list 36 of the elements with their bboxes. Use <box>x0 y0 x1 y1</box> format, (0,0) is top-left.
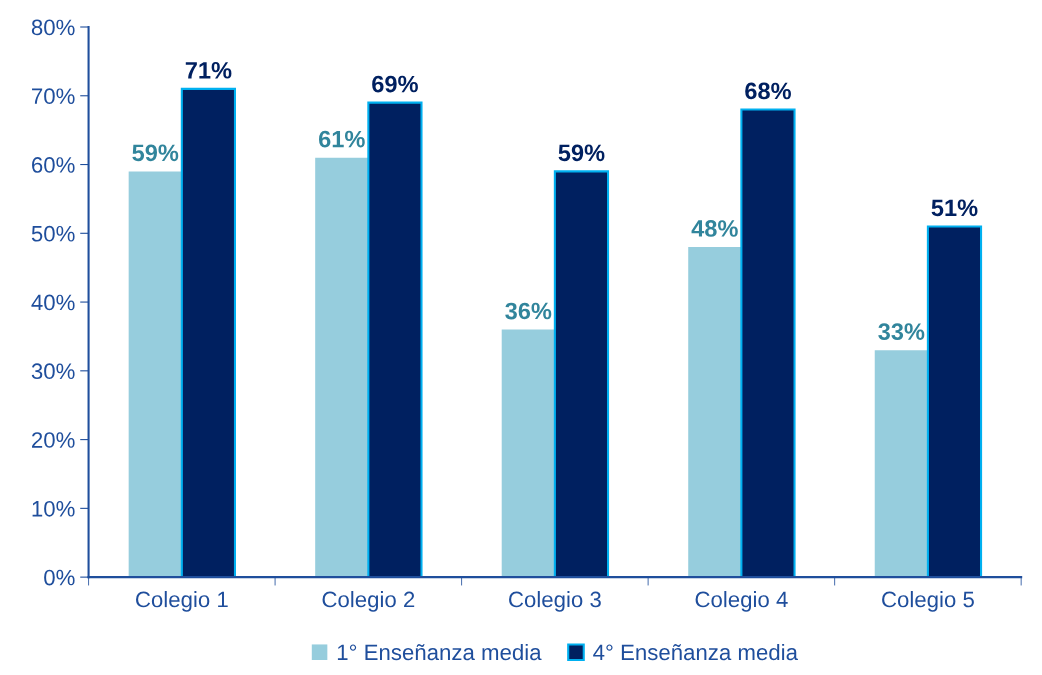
y-tick-label: 60% <box>32 157 75 173</box>
y-tick-label: 10% <box>32 500 75 517</box>
y-tick-label: 80% <box>31 19 75 36</box>
x-tick-label: Colegio 2 <box>322 591 415 612</box>
y-tick-label: 20% <box>32 432 75 448</box>
bar <box>315 157 369 578</box>
data-label: 61% <box>319 130 365 148</box>
data-label: 33% <box>878 323 925 341</box>
x-tick-label: Colegio 3 <box>509 591 601 612</box>
bar <box>180 87 237 578</box>
bar <box>128 171 182 578</box>
legend-label: 1° Enseñanza media <box>337 643 542 661</box>
bar <box>367 101 423 578</box>
legend-label: 4° Enseñanza media <box>593 643 798 661</box>
bar <box>874 350 928 578</box>
data-label: 59% <box>558 144 605 162</box>
x-tick-label: Colegio 5 <box>882 591 974 612</box>
bar <box>688 247 742 578</box>
data-label: 51% <box>931 199 978 217</box>
data-label: 48% <box>691 220 738 237</box>
y-tick-label: 50% <box>31 225 75 242</box>
x-tick-label: Colegio 4 <box>695 591 788 612</box>
bar <box>553 170 610 578</box>
data-label: 69% <box>372 75 418 93</box>
y-tick-label: 40% <box>31 294 75 311</box>
data-label: 71% <box>185 62 232 79</box>
data-label: 36% <box>505 302 552 320</box>
data-label: 68% <box>745 82 791 100</box>
bar <box>926 225 983 578</box>
y-tick-label: 70% <box>32 88 75 105</box>
bar <box>740 108 796 578</box>
data-label: 59% <box>132 144 179 162</box>
x-tick-label: Colegio 1 <box>136 591 228 612</box>
bar <box>501 329 555 578</box>
y-tick-label: 0% <box>44 569 75 586</box>
y-tick-label: 30% <box>31 363 75 380</box>
